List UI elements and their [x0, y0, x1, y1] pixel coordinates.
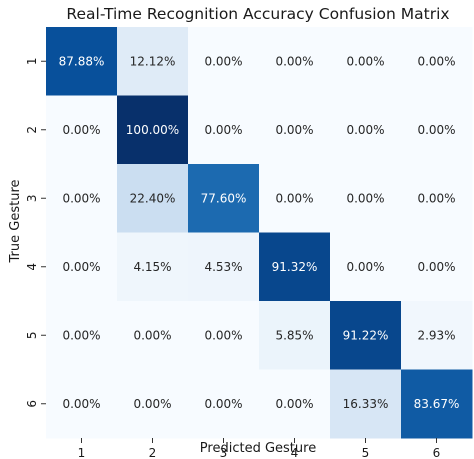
heatmap-cell — [46, 301, 118, 370]
heatmap-cell — [46, 369, 118, 439]
cell-value-label: 100.00% — [126, 123, 179, 137]
heatmap-cell — [117, 27, 189, 96]
heatmap-cell — [401, 301, 473, 370]
cell-value-label: 0.00% — [133, 328, 171, 342]
heatmap-cell — [401, 232, 473, 302]
heatmap-cell — [259, 301, 331, 370]
cell-value-label: 0.00% — [62, 191, 100, 205]
heatmap-cell — [401, 164, 473, 233]
heatmap-cell — [188, 95, 260, 165]
cell-value-label: 0.00% — [204, 54, 242, 68]
heatmap-cell — [117, 232, 189, 302]
cell-value-label: 0.00% — [62, 123, 100, 137]
heatmap-cell — [46, 95, 118, 165]
y-axis-label: True Gesture — [8, 180, 23, 264]
heatmap-cell — [188, 164, 260, 233]
heatmap-cell — [188, 27, 260, 96]
cell-value-label: 77.60% — [201, 191, 247, 205]
heatmap-cells: 87.88% 12.12% 0.00% 0.00% 0.00% 0.00% 0.00% 100… — [46, 27, 473, 439]
cell-value-label: 0.00% — [204, 328, 242, 342]
y-tick-label: 6 — [25, 400, 39, 408]
x-tick-label: 6 — [433, 446, 441, 459]
heatmap-cell — [401, 369, 473, 439]
heatmap-cell — [117, 95, 189, 165]
cell-value-label: 0.00% — [346, 54, 384, 68]
heatmap-cell — [259, 95, 331, 165]
heatmap-cell — [330, 95, 402, 165]
cell-value-label: 0.00% — [346, 123, 384, 137]
heatmap-cell — [188, 369, 260, 439]
chart-title: Real-Time Recognition Accuracy Confusion… — [66, 5, 449, 23]
heatmap-cell — [401, 27, 473, 96]
cell-value-label: 0.00% — [62, 328, 100, 342]
heatmap-cell — [259, 27, 331, 96]
cell-value-label: 0.00% — [417, 123, 455, 137]
x-tick-label: 5 — [362, 446, 370, 459]
heatmap-cell — [46, 164, 118, 233]
heatmap-cell — [117, 369, 189, 439]
heatmap-cell — [330, 164, 402, 233]
cell-value-label: 0.00% — [204, 123, 242, 137]
x-tick-label: 1 — [78, 446, 86, 459]
cell-value-label: 12.12% — [130, 54, 176, 68]
y-tick-label: 2 — [25, 126, 39, 134]
cell-value-label: 0.00% — [275, 123, 313, 137]
cell-value-label: 91.22% — [343, 328, 389, 342]
cell-value-label: 0.00% — [417, 191, 455, 205]
heatmap-cell — [188, 232, 260, 302]
cell-value-label: 22.40% — [130, 191, 176, 205]
cell-value-label: 83.67% — [414, 397, 460, 411]
cell-value-label: 0.00% — [417, 54, 455, 68]
heatmap-cell — [259, 369, 331, 439]
cell-value-label: 0.00% — [275, 191, 313, 205]
heatmap-cell — [188, 301, 260, 370]
y-axis-ticks: 1 2 3 4 5 6 — [25, 57, 46, 408]
y-tick-label: 4 — [25, 263, 39, 271]
x-axis-ticks: 1 2 3 4 5 6 — [78, 438, 441, 459]
heatmap-cell — [330, 232, 402, 302]
cell-value-label: 0.00% — [275, 54, 313, 68]
heatmap-cell — [117, 164, 189, 233]
y-tick-label: 3 — [25, 194, 39, 202]
cell-value-label: 0.00% — [417, 260, 455, 274]
cell-value-label: 87.88% — [59, 54, 105, 68]
x-tick-label: 3 — [220, 446, 228, 459]
cell-value-label: 0.00% — [275, 397, 313, 411]
heatmap-cell — [259, 164, 331, 233]
x-axis-label: Predicted Gesture — [200, 441, 316, 456]
cell-value-label: 2.93% — [417, 328, 455, 342]
cell-value-label: 4.53% — [204, 260, 242, 274]
heatmap-cell — [401, 95, 473, 165]
cell-value-label: 91.32% — [272, 260, 318, 274]
cell-value-label: 5.85% — [275, 328, 313, 342]
x-tick-label: 2 — [149, 446, 157, 459]
cell-value-label: 0.00% — [346, 191, 384, 205]
heatmap-cell — [330, 301, 402, 370]
cell-value-label: 0.00% — [133, 397, 171, 411]
heatmap-cell — [330, 27, 402, 96]
cell-value-label: 0.00% — [62, 260, 100, 274]
cell-value-label: 0.00% — [346, 260, 384, 274]
cell-value-label: 4.15% — [133, 260, 171, 274]
cell-value-label: 16.33% — [343, 397, 389, 411]
y-tick-label: 5 — [25, 331, 39, 339]
cell-value-label: 0.00% — [204, 397, 242, 411]
x-tick-label: 4 — [291, 446, 299, 459]
heatmap-cell — [46, 27, 118, 96]
heatmap-cell — [259, 232, 331, 302]
heatmap-cell — [46, 232, 118, 302]
cell-value-label: 0.00% — [62, 397, 100, 411]
y-tick-label: 1 — [25, 57, 39, 65]
heatmap-cell — [330, 369, 402, 439]
heatmap-cell — [117, 301, 189, 370]
